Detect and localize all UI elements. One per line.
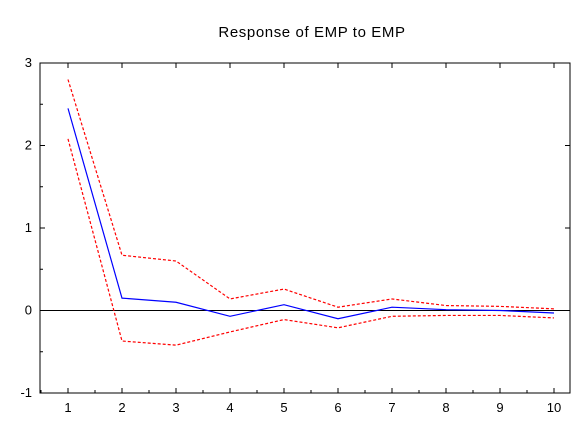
y-tick-label: -1 — [20, 385, 32, 400]
plot-frame — [39, 62, 571, 394]
x-tick-label: 3 — [172, 400, 179, 415]
x-tick-label: 8 — [442, 400, 449, 415]
series-layer — [67, 79, 555, 346]
x-axis: 1 2 3 4 5 6 7 8 9 10 — [40, 63, 561, 415]
x-tick-label: 7 — [388, 400, 395, 415]
y-tick-label: 0 — [25, 303, 32, 318]
y-axis: -1 0 1 2 3 — [20, 55, 570, 400]
y-tick-label: 1 — [25, 220, 32, 235]
x-tick-label: 1 — [64, 400, 71, 415]
series-line-upper-band — [67, 79, 555, 310]
series-line-response — [67, 108, 555, 320]
x-tick-label: 5 — [280, 400, 287, 415]
y-tick-label: 3 — [25, 55, 32, 70]
chart-title: Response of EMP to EMP — [218, 24, 405, 41]
x-tick-label: 9 — [496, 400, 503, 415]
series-line-lower-band — [67, 138, 555, 346]
x-tick-label: 6 — [334, 400, 341, 415]
x-tick-label: 2 — [118, 400, 125, 415]
x-tick-label: 10 — [547, 400, 561, 415]
x-tick-label: 4 — [226, 400, 233, 415]
y-tick-label: 2 — [25, 138, 32, 153]
